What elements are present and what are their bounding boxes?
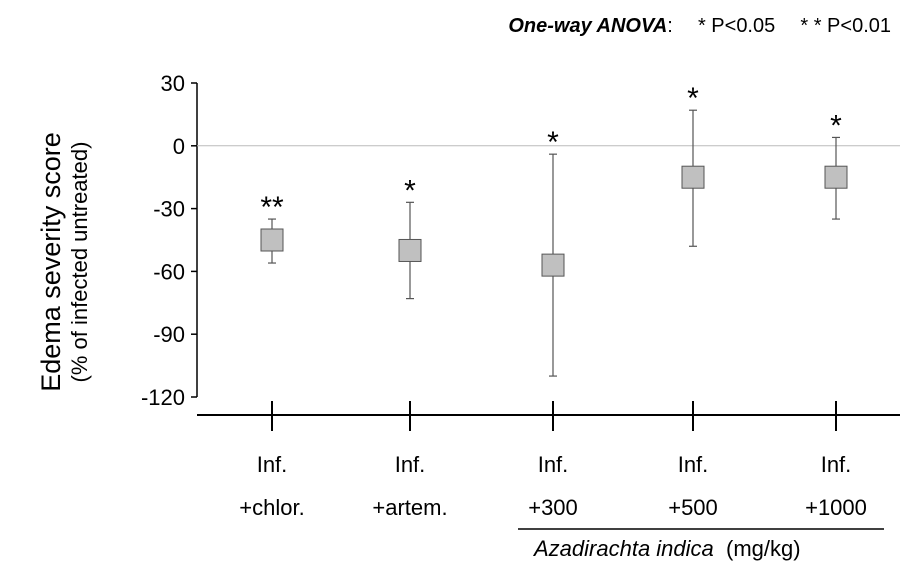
data-point [681, 165, 705, 189]
group-label-name: Azadirachta indica [534, 536, 714, 561]
legend-colon: : [667, 15, 673, 37]
y-tick-label: -90 [153, 322, 185, 347]
significance-legend: One-way ANOVA: * P<0.05 * * P<0.01 [508, 15, 891, 38]
category-label-line2: +1000 [805, 495, 867, 520]
data-point [824, 165, 848, 189]
group-label-unit: (mg/kg) [726, 536, 801, 561]
category-label-line1: Inf. [678, 452, 709, 477]
data-point [260, 228, 284, 252]
y-tick-label: -120 [141, 385, 185, 410]
category-label-line1: Inf. [821, 452, 852, 477]
legend-sig-p001: * * P<0.01 [800, 15, 891, 37]
y-tick-label: 30 [161, 71, 185, 96]
y-tick-label: -30 [153, 197, 185, 222]
category-label-line2: +300 [528, 495, 578, 520]
data-point [541, 253, 565, 277]
y-tick-label: -60 [153, 259, 185, 284]
category-label-line2: +chlor. [239, 495, 304, 520]
significance-label: * [547, 126, 559, 159]
category-label-line1: Inf. [257, 452, 288, 477]
category-label-line1: Inf. [395, 452, 426, 477]
category-label-line2: +artem. [372, 495, 447, 520]
legend-sig-p005: * P<0.05 [697, 15, 776, 37]
legend-test-name: One-way ANOVA [508, 15, 668, 37]
significance-label: ** [260, 191, 284, 224]
significance-label: * [830, 109, 842, 142]
significance-label: * [404, 174, 416, 207]
data-point [398, 238, 422, 262]
y-tick-label: 0 [173, 134, 185, 159]
significance-label: * [687, 82, 699, 115]
category-label-line2: +500 [668, 495, 718, 520]
category-label-line1: Inf. [538, 452, 569, 477]
